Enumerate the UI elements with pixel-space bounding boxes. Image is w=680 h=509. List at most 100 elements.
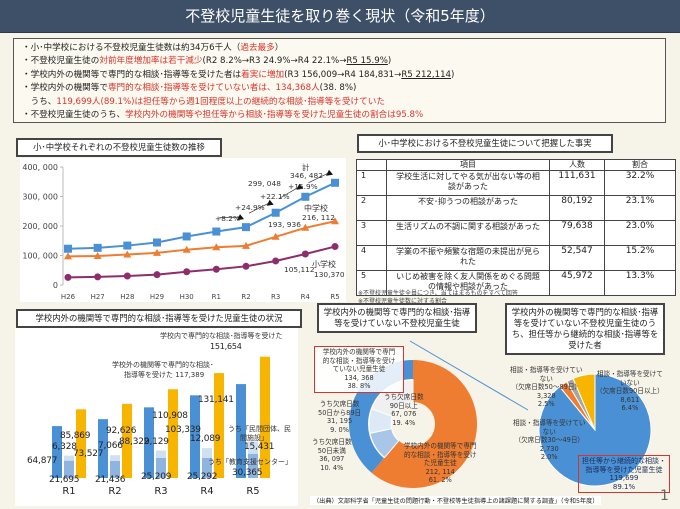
summary-text: ・不登校児童生徒のうち、 — [22, 110, 126, 121]
t: た児童生徒 — [423, 459, 457, 467]
x-tick-label: H30 — [180, 293, 194, 301]
callout-text: 的な相談・指導等を受け — [322, 356, 396, 365]
donut-title: 学校内外の機関等で専門的な相談･指導等を受けていない不登校児童生徒 — [317, 303, 477, 333]
table-row: 3 生活リズムの不調に関する相談があった 79,638 23.0% — [356, 220, 676, 246]
growth-r4: +22.1% — [260, 192, 290, 201]
x-tick-label: R5 — [246, 486, 259, 497]
table-cell: 15.2% — [604, 245, 676, 271]
data-point — [64, 252, 72, 260]
growth-r5: +15.9% — [288, 182, 318, 191]
pie-slice — [538, 373, 652, 487]
t: 3,328 — [536, 391, 556, 400]
bar-support-center — [110, 460, 120, 478]
t: 2.5% — [537, 400, 555, 408]
bar-data-label: 6,328 — [52, 441, 77, 452]
t: 9. 0% — [330, 425, 349, 434]
data-point — [301, 223, 310, 231]
data-point — [212, 265, 220, 273]
line-chart-title: 小･中学校それぞれの不登校児童生徒数の推移 — [16, 138, 222, 157]
summary-text: (R3 156,009→R4 184,831→ — [284, 69, 402, 80]
summary-highlight: 過去最多 — [240, 43, 275, 53]
summary-text: ） — [274, 43, 284, 53]
center-r5-value: 30,365 — [232, 468, 263, 478]
t: 10. 4% — [320, 463, 344, 472]
table-row: 1 学校生活に対してやる気が出ない等の相談があった 111,631 32.2% — [356, 170, 676, 196]
inner-series-label: 学校内で専門的な相談･指導等を受けた — [160, 332, 283, 340]
y-tick-label: 300, 000 — [22, 193, 58, 202]
table-row: 2 不安･抑うつの相談があった 80,192 23.1% — [356, 195, 676, 221]
bar-chart: R1 R2 R3 R4 R5 — [52, 356, 270, 497]
data-point — [183, 268, 191, 276]
t: 50日から89日 — [318, 408, 362, 417]
bar-data-label: 7,066 — [98, 441, 123, 452]
x-tick-label: R1 — [62, 486, 75, 497]
bar-outside — [98, 419, 108, 478]
t: 2.0% — [540, 453, 558, 461]
table-row: 4 学業の不振や頻繁な宿題の未提出が見られた 52,547 15.2% — [356, 245, 676, 271]
pie-title: 学校内外の機関等で専門的な相談･指導等を受けていない不登校児童生徒のうち、担任等… — [505, 303, 665, 355]
elementary-r5-label: 130,370 — [314, 270, 345, 279]
data-point — [93, 251, 102, 259]
data-point — [153, 271, 161, 279]
data-point — [182, 245, 191, 253]
table-header — [356, 159, 387, 171]
data-point — [94, 273, 102, 281]
table-cell: 学校生活に対してやる気が出ない等の相談があった — [386, 170, 550, 196]
bar-data-label: 64,877 — [27, 456, 58, 467]
bar-data-label: 88,322 — [119, 437, 150, 448]
center-series-label: うち「教育支援センター」 — [208, 458, 292, 466]
bar-outside — [190, 395, 200, 478]
data-point — [301, 192, 310, 201]
t: 相談・指導等を受けて — [596, 370, 663, 378]
x-tick-label: H27 — [91, 293, 105, 301]
bar-support-center — [202, 457, 212, 478]
table-cell: 4 — [356, 245, 387, 271]
y-tick-label: 400, 000 — [22, 163, 58, 172]
table-cell: 45,972 — [549, 270, 605, 296]
bar-inside — [168, 389, 178, 478]
t: 学校内外の機関等で専門 — [404, 442, 477, 450]
x-tick-label: R4 — [301, 293, 311, 301]
bar-outside — [144, 407, 154, 478]
private-r5-value: 15,431 — [244, 442, 275, 452]
bar-chart-title: 学校内外の機関等で専門的な相談･指導等を受けた児童生徒の状況 — [16, 309, 302, 328]
bar-data-label: 21,695 — [49, 474, 80, 485]
total-r4-label: 299, 048 — [248, 179, 281, 188]
table-row: 5 いじめ被害を除く友人関係をめぐる問題の情報や相談があった 45,972 13.3% — [356, 270, 676, 296]
slice-label-under50: うち欠席日数 50日未満 36, 097 10. 4% — [312, 438, 352, 472]
table-cell: 2 — [356, 195, 387, 221]
line-chart: 0 100, 000 200, 000 300, 000 400, 000 H26 H27 H… — [20, 158, 346, 302]
bar-data-label: 9,129 — [144, 436, 169, 447]
slice-label-50to89: 相談・指導等を受けてい ない （欠席日数50～89日） 3,328 2.5% — [510, 366, 583, 409]
t: ない — [539, 374, 553, 383]
x-tick-label: H26 — [61, 293, 76, 301]
pie-chart — [538, 373, 652, 487]
table-cell: 23.0% — [604, 220, 676, 246]
bar-outside — [236, 384, 246, 478]
t: 36, 097 — [319, 455, 345, 463]
arrow-head — [326, 169, 333, 176]
x-tick-label: R5 — [330, 293, 339, 301]
data-point — [182, 232, 191, 241]
outer-series-label: 学校外の機関等で専門的な相談･ — [112, 361, 214, 369]
private-series-label: 間施設」 — [240, 434, 268, 442]
data-point — [93, 243, 102, 252]
junior-r4-label: 193, 936 — [268, 220, 301, 229]
growth-arrow — [308, 172, 330, 184]
table-cell: 80,192 — [549, 195, 605, 221]
bar-private — [64, 455, 74, 461]
series-line — [67, 181, 336, 250]
t: 90日以上 — [389, 401, 418, 410]
page-number: 1 — [660, 488, 669, 504]
t: 相談・指導等を受けてい — [510, 366, 583, 374]
bar-support-center — [248, 453, 258, 478]
t: （欠席日数90日以上） — [596, 387, 664, 395]
inner-r5-value: 151,654 — [210, 342, 242, 351]
summary-highlight: 対前年度増加率は若干減少 — [99, 56, 203, 67]
bar-data-label: 25,292 — [187, 471, 218, 482]
slice-label-50to89: うち欠席日数 50日から89日 31, 195 9. 0% — [318, 400, 361, 434]
bar-data-label: 110,908 — [152, 411, 188, 422]
data-point — [64, 244, 72, 253]
continuous-consult-callout: 担任等から継続的な相談・ 指導等を受けた児童生徒 119,699 89.1% — [578, 455, 670, 493]
data-point — [331, 217, 339, 225]
